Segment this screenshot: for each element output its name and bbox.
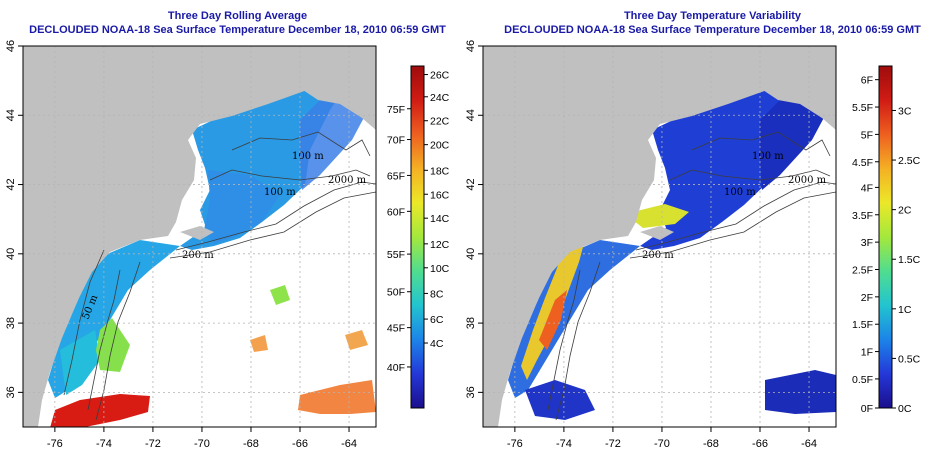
contour-label: 2000 m bbox=[788, 175, 827, 186]
land-mask bbox=[23, 46, 376, 427]
x-tick-label: -68 bbox=[703, 438, 719, 450]
colorbar-label-fahrenheit: 60F bbox=[387, 206, 405, 218]
colorbar-label-fahrenheit: 70F bbox=[387, 135, 405, 147]
y-tick-label: 44 bbox=[5, 109, 17, 121]
contour-label: 200 m bbox=[642, 250, 674, 261]
x-tick-label: -64 bbox=[341, 438, 357, 450]
contour-label: 100 m bbox=[264, 187, 296, 198]
colorbar-label-fahrenheit: 1.5F bbox=[852, 319, 873, 331]
colorbar-label-fahrenheit: 50F bbox=[387, 287, 405, 299]
y-tick-label: 46 bbox=[465, 40, 477, 52]
y-tick-label: 38 bbox=[465, 317, 477, 329]
panel-subtitle: DECLOUDED NOAA-18 Sea Surface Temperatur… bbox=[504, 24, 921, 36]
colorbar-label-fahrenheit: 3.5F bbox=[852, 210, 873, 222]
colorbar-label-fahrenheit: 4.5F bbox=[852, 157, 873, 169]
panel-title: Three Day Temperature Variability bbox=[623, 10, 802, 22]
colorbar-label-fahrenheit: 5.5F bbox=[852, 102, 873, 114]
x-tick-label: -66 bbox=[752, 438, 768, 450]
land-mask bbox=[483, 46, 836, 427]
colorbar-label-celsius: 16C bbox=[430, 189, 450, 201]
colorbar-label-celsius: 2.5C bbox=[898, 155, 921, 167]
y-tick-label: 40 bbox=[465, 248, 477, 260]
contour-label: 100 m bbox=[752, 151, 784, 162]
sst-field bbox=[23, 62, 376, 427]
colorbar: 26C 24C 22C 20C 18C 16C 14C 12C 10C 8C 6C 4C 75F 70F 6… bbox=[387, 65, 450, 409]
x-tick-label: -66 bbox=[292, 438, 308, 450]
y-tick-label: 36 bbox=[5, 386, 17, 398]
map-axes: -76 -74 -72 -70 -68 -66 -64 36 38 40 42 44 46 bbox=[465, 40, 817, 450]
colorbar: 3C 2.5C 2C 1.5C 1C 0.5C 0C 6F 5.5F 5F 4.5F 4F 3.5F 3F… bbox=[852, 65, 921, 415]
x-tick-label: -70 bbox=[654, 438, 670, 450]
y-tick-label: 38 bbox=[5, 317, 17, 329]
colorbar-label-fahrenheit: 5F bbox=[861, 129, 873, 141]
y-tick-label: 42 bbox=[465, 178, 477, 190]
contour-label: 2000 m bbox=[328, 175, 367, 186]
bathymetry-contours bbox=[63, 131, 376, 421]
colorbar-label-celsius: 1C bbox=[898, 304, 912, 316]
y-tick-label: 36 bbox=[465, 386, 477, 398]
x-tick-label: -74 bbox=[96, 438, 112, 450]
x-tick-label: -72 bbox=[145, 438, 161, 450]
y-tick-label: 42 bbox=[5, 178, 17, 190]
panel-subtitle: DECLOUDED NOAA-18 Sea Surface Temperatur… bbox=[29, 24, 446, 36]
x-tick-label: -76 bbox=[507, 438, 523, 450]
colorbar-scale bbox=[878, 65, 893, 409]
colorbar-label-celsius: 0.5C bbox=[898, 353, 921, 365]
map-frame bbox=[22, 45, 377, 428]
colorbar-label-celsius: 14C bbox=[430, 213, 450, 225]
map-figure: 100 m 100 m 2000 m 200 m -76 -74 -72 -70 -68… bbox=[465, 40, 921, 450]
y-tick-label: 46 bbox=[5, 40, 17, 52]
colorbar-label-fahrenheit: 65F bbox=[387, 170, 405, 182]
colorbar-scale bbox=[410, 65, 425, 409]
colorbar-label-fahrenheit: 4F bbox=[861, 182, 873, 194]
colorbar-label-fahrenheit: 45F bbox=[387, 323, 405, 335]
y-tick-label: 44 bbox=[465, 109, 477, 121]
colorbar-label-celsius: 24C bbox=[430, 92, 450, 104]
colorbar-label-fahrenheit: 0.5F bbox=[852, 374, 873, 386]
colorbar-label-celsius: 2C bbox=[898, 205, 912, 217]
contour-label: 200 m bbox=[182, 250, 214, 261]
sst-average-panel: Three Day Rolling Average DECLOUDED NOAA… bbox=[5, 10, 450, 450]
x-tick-label: -76 bbox=[47, 438, 63, 450]
colorbar-label-celsius: 22C bbox=[430, 116, 450, 128]
colorbar-label-celsius: 20C bbox=[430, 140, 450, 152]
colorbar-label-celsius: 18C bbox=[430, 165, 450, 177]
contour-label: 100 m bbox=[724, 187, 756, 198]
colorbar-label-celsius: 3C bbox=[898, 105, 912, 117]
colorbar-label-celsius: 1.5C bbox=[898, 254, 921, 266]
colorbar-label-celsius: 6C bbox=[430, 314, 444, 326]
colorbar-label-fahrenheit: 2.5F bbox=[852, 264, 873, 276]
map-figure: 100 m 100 m 2000 m 200 m 50 m -76 -74 -72-… bbox=[5, 40, 450, 450]
x-tick-label: -74 bbox=[556, 438, 572, 450]
colorbar-label-fahrenheit: 1F bbox=[861, 347, 873, 359]
x-tick-label: -68 bbox=[243, 438, 259, 450]
map-frame bbox=[482, 45, 837, 428]
y-tick-label: 40 bbox=[5, 248, 17, 260]
colorbar-label-fahrenheit: 2F bbox=[861, 292, 873, 304]
colorbar-label-celsius: 0C bbox=[898, 403, 912, 415]
colorbar-label-fahrenheit: 0F bbox=[861, 403, 873, 415]
colorbar-label-fahrenheit: 55F bbox=[387, 249, 405, 261]
colorbar-label-celsius: 8C bbox=[430, 288, 444, 300]
panel-title: Three Day Rolling Average bbox=[167, 10, 308, 22]
x-tick-label: -70 bbox=[194, 438, 210, 450]
contour-label: 100 m bbox=[292, 151, 324, 162]
x-tick-label: -72 bbox=[605, 438, 621, 450]
colorbar-label-celsius: 4C bbox=[430, 338, 444, 350]
colorbar-label-fahrenheit: 3F bbox=[861, 237, 873, 249]
colorbar-label-celsius: 26C bbox=[430, 70, 450, 82]
map-axes: -76 -74 -72 -70 -68 -66 -64 36 38 40 42 44 46 bbox=[5, 40, 357, 450]
bathymetry-contours bbox=[547, 131, 836, 421]
colorbar-label-celsius: 12C bbox=[430, 239, 450, 251]
colorbar-label-fahrenheit: 6F bbox=[861, 75, 873, 87]
colorbar-label-celsius: 10C bbox=[430, 263, 450, 275]
colorbar-label-fahrenheit: 75F bbox=[387, 104, 405, 116]
colorbar-label-fahrenheit: 40F bbox=[387, 362, 405, 374]
x-tick-label: -64 bbox=[801, 438, 817, 450]
sst-variability-panel: Three Day Temperature Variability DECLOU… bbox=[465, 0, 950, 475]
